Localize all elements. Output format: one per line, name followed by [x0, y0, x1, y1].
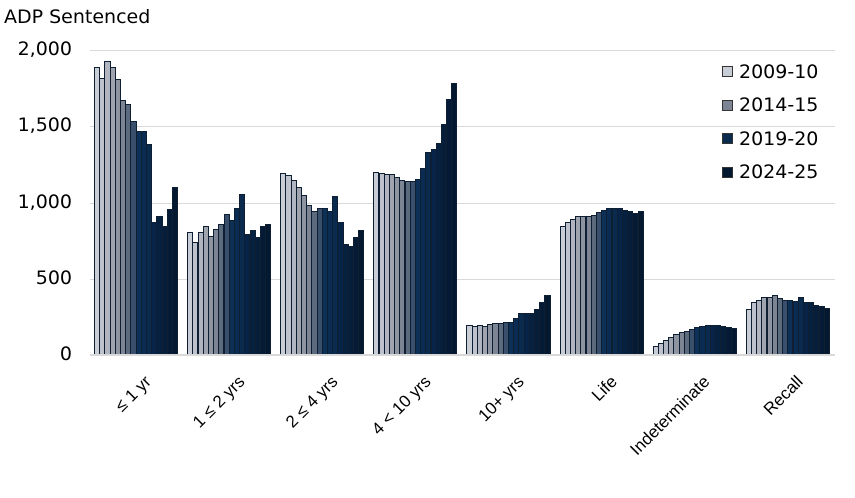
x-axis-line — [90, 354, 835, 356]
legend-label: 2014-15 — [739, 94, 819, 117]
legend-swatch-icon — [722, 133, 733, 145]
y-tick-label: 1,000 — [17, 190, 72, 213]
x-tick-label: ≤ 1 yr — [111, 372, 156, 416]
x-tick-label: Indeterminate — [626, 372, 714, 459]
y-tick-label: 1,500 — [17, 114, 72, 137]
bar — [451, 82, 458, 355]
legend-item: 2024-25 — [722, 156, 818, 190]
bar — [544, 295, 551, 355]
y-axis-title: ADP Sentenced — [4, 6, 151, 28]
bar — [730, 328, 737, 355]
gridline — [90, 50, 835, 51]
gridline — [90, 278, 835, 280]
legend-label: 2009-10 — [739, 60, 819, 83]
legend-item: 2009-10 — [722, 55, 818, 89]
y-tick-label: 0 — [59, 343, 72, 365]
bar — [265, 224, 272, 355]
legend: 2009-10 2014-15 2019-20 2024-25 — [722, 55, 818, 189]
legend-swatch-icon — [722, 99, 733, 111]
x-tick-label: 1 ≤ 2 yrs — [188, 372, 249, 432]
x-tick-label: Life — [587, 372, 621, 405]
legend-label: 2019-20 — [739, 127, 819, 150]
x-tick-label: 10+ yrs — [474, 372, 528, 426]
gridline — [90, 202, 835, 204]
gridline — [90, 126, 835, 128]
bar — [637, 211, 644, 355]
x-tick-label: 4 < 10 yrs — [367, 372, 435, 439]
legend-swatch-icon — [722, 66, 733, 78]
y-tick-label: 2,000 — [17, 38, 72, 60]
legend-item: 2014-15 — [722, 89, 818, 123]
y-tick-label: 500 — [35, 266, 72, 289]
x-tick-label: Recall — [759, 372, 807, 419]
legend-label: 2024-25 — [739, 161, 819, 184]
legend-swatch-icon — [722, 166, 733, 178]
bar — [823, 308, 830, 355]
x-tick-label: 2 ≤ 4 yrs — [281, 372, 342, 432]
bar — [358, 229, 365, 355]
legend-item: 2019-20 — [722, 122, 818, 156]
bar — [172, 186, 179, 355]
